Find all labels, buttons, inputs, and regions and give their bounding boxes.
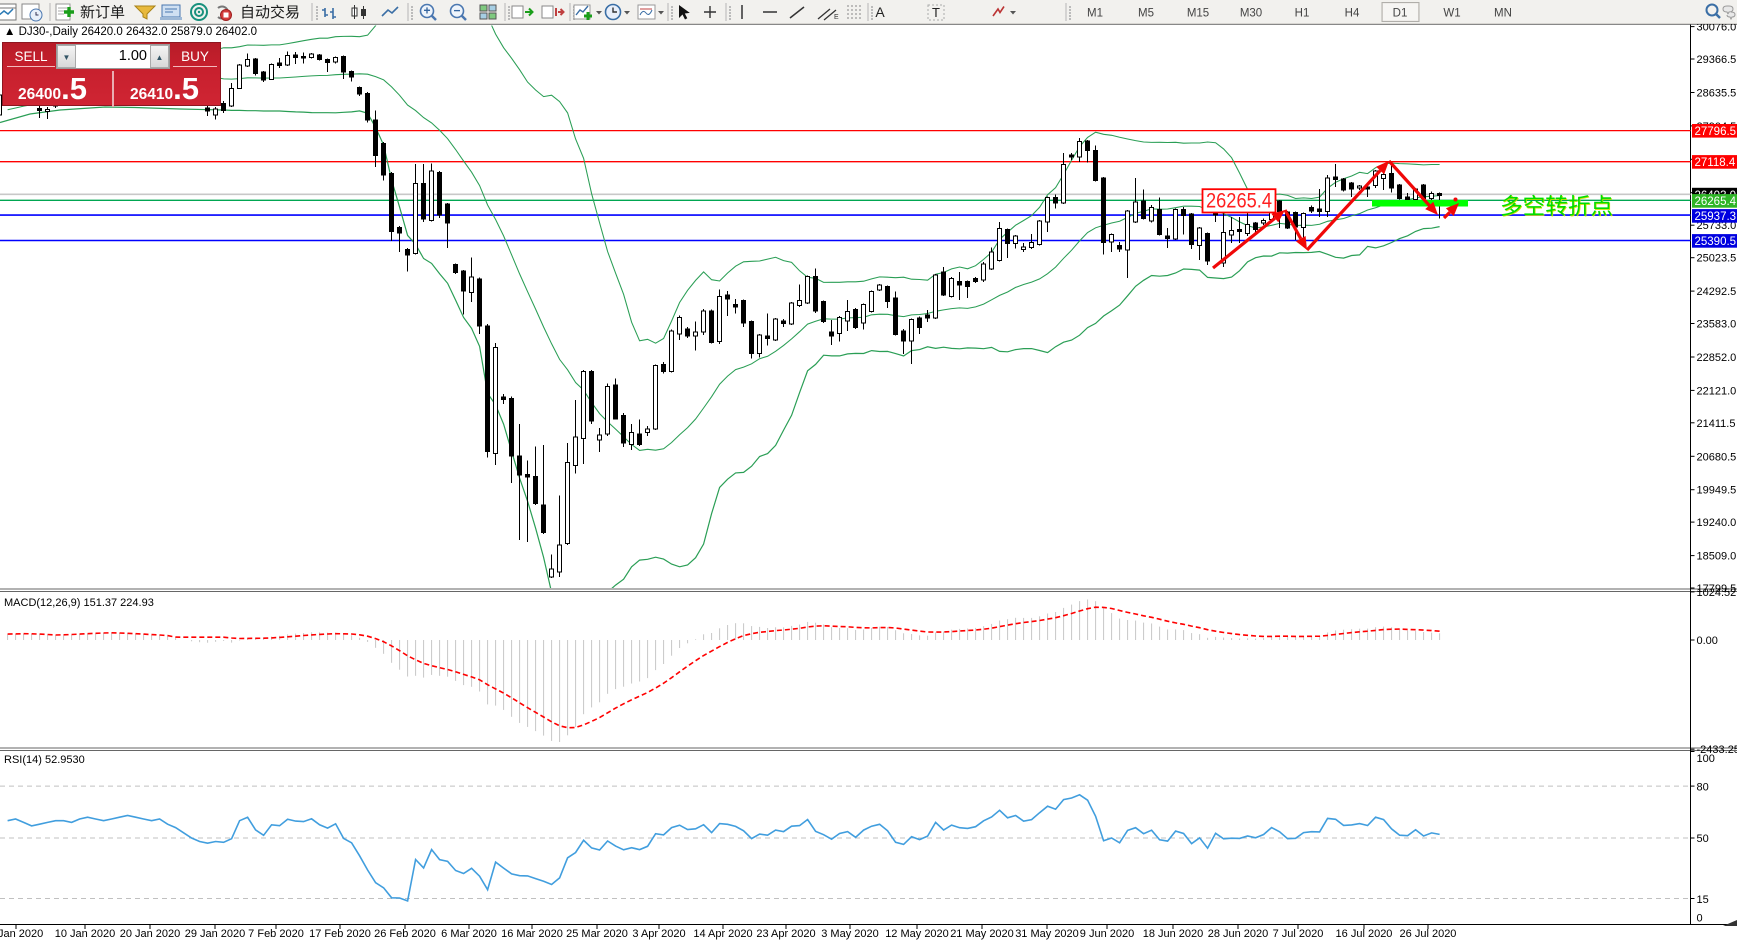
svg-text:1024.52: 1024.52 xyxy=(1697,587,1737,599)
svg-text:28635.5: 28635.5 xyxy=(1697,88,1737,100)
svg-text:22121.0: 22121.0 xyxy=(1697,385,1737,397)
svg-text:H4: H4 xyxy=(1345,8,1360,20)
svg-text:3 Apr 2020: 3 Apr 2020 xyxy=(632,928,685,940)
svg-text:H1: H1 xyxy=(1295,8,1310,20)
svg-text:18 Jun 2020: 18 Jun 2020 xyxy=(1143,928,1204,940)
svg-text:25733.0: 25733.0 xyxy=(1697,220,1737,232)
svg-text:20 Jan 2020: 20 Jan 2020 xyxy=(120,928,181,940)
svg-text:23583.0: 23583.0 xyxy=(1697,319,1737,331)
svg-text:9 Jun 2020: 9 Jun 2020 xyxy=(1080,928,1134,940)
svg-text:26265.4: 26265.4 xyxy=(1695,196,1737,208)
svg-text:25937.3: 25937.3 xyxy=(1695,211,1737,223)
svg-text:M30: M30 xyxy=(1240,8,1262,20)
svg-text:24292.5: 24292.5 xyxy=(1697,286,1737,298)
svg-text:31 May 2020: 31 May 2020 xyxy=(1015,928,1079,940)
svg-text:26 Jul 2020: 26 Jul 2020 xyxy=(1400,928,1457,940)
svg-text:21411.5: 21411.5 xyxy=(1697,418,1736,430)
svg-text:T: T xyxy=(932,5,940,20)
svg-text:80: 80 xyxy=(1697,781,1709,793)
svg-text:25390.5: 25390.5 xyxy=(1695,236,1737,248)
svg-text:D1: D1 xyxy=(1393,8,1408,20)
svg-text:19240.0: 19240.0 xyxy=(1697,517,1737,529)
svg-text:14 Apr 2020: 14 Apr 2020 xyxy=(693,928,752,940)
svg-text:E: E xyxy=(834,14,839,21)
svg-text:-2433.25: -2433.25 xyxy=(1697,744,1737,756)
svg-text:26265.4: 26265.4 xyxy=(1206,190,1272,213)
svg-text:17 Feb 2020: 17 Feb 2020 xyxy=(309,928,371,940)
svg-text:M1: M1 xyxy=(1087,8,1103,20)
svg-text:7 Jul 2020: 7 Jul 2020 xyxy=(1273,928,1324,940)
svg-text:1 Jan 2020: 1 Jan 2020 xyxy=(0,928,43,940)
svg-text:6 Mar 2020: 6 Mar 2020 xyxy=(441,928,497,940)
svg-text:100: 100 xyxy=(1697,753,1715,765)
svg-text:W1: W1 xyxy=(1443,8,1460,20)
svg-text:25023.5: 25023.5 xyxy=(1697,253,1737,265)
svg-text:27796.5: 27796.5 xyxy=(1695,126,1737,138)
svg-text:28 Jun 2020: 28 Jun 2020 xyxy=(1208,928,1269,940)
svg-text:0: 0 xyxy=(1697,913,1703,925)
svg-text:A: A xyxy=(875,4,885,20)
svg-text:21 May 2020: 21 May 2020 xyxy=(950,928,1014,940)
svg-text:MACD(12,26,9) 151.37 224.93: MACD(12,26,9) 151.37 224.93 xyxy=(4,597,154,609)
svg-text:−: − xyxy=(453,4,460,18)
svg-text:16 Mar 2020: 16 Mar 2020 xyxy=(501,928,563,940)
svg-text:19949.5: 19949.5 xyxy=(1697,485,1737,497)
svg-text:M15: M15 xyxy=(1187,8,1209,20)
svg-text:15: 15 xyxy=(1697,894,1709,906)
svg-text:▲ DJ30-,Daily 26420.0 26432.0: ▲ DJ30-,Daily 26420.0 26432.0 25879.0 26… xyxy=(4,26,257,38)
svg-text:M5: M5 xyxy=(1138,8,1154,20)
svg-text:23 Apr 2020: 23 Apr 2020 xyxy=(756,928,815,940)
svg-text:MN: MN xyxy=(1494,8,1512,20)
svg-text:12 May 2020: 12 May 2020 xyxy=(885,928,949,940)
svg-text:25 Mar 2020: 25 Mar 2020 xyxy=(566,928,628,940)
svg-text:30076.0: 30076.0 xyxy=(1697,22,1737,34)
svg-text:RSI(14) 52.9530: RSI(14) 52.9530 xyxy=(4,754,85,766)
svg-text:17799.5: 17799.5 xyxy=(1697,583,1737,595)
svg-text:7 Feb 2020: 7 Feb 2020 xyxy=(248,928,304,940)
svg-text:10 Jan 2020: 10 Jan 2020 xyxy=(55,928,116,940)
svg-text:27118.4: 27118.4 xyxy=(1695,157,1736,169)
svg-text:50: 50 xyxy=(1697,833,1709,845)
svg-text:+: + xyxy=(423,4,430,18)
svg-text:29 Jan 2020: 29 Jan 2020 xyxy=(185,928,246,940)
svg-text:20680.5: 20680.5 xyxy=(1697,451,1737,463)
svg-text:16 Jul 2020: 16 Jul 2020 xyxy=(1336,928,1393,940)
svg-text:18509.0: 18509.0 xyxy=(1697,551,1737,563)
svg-text:22852.0: 22852.0 xyxy=(1697,352,1737,364)
svg-text:26 Feb 2020: 26 Feb 2020 xyxy=(374,928,436,940)
svg-text:0.00: 0.00 xyxy=(1697,635,1718,647)
svg-text:29366.5: 29366.5 xyxy=(1697,54,1737,66)
svg-text:3 May 2020: 3 May 2020 xyxy=(821,928,878,940)
